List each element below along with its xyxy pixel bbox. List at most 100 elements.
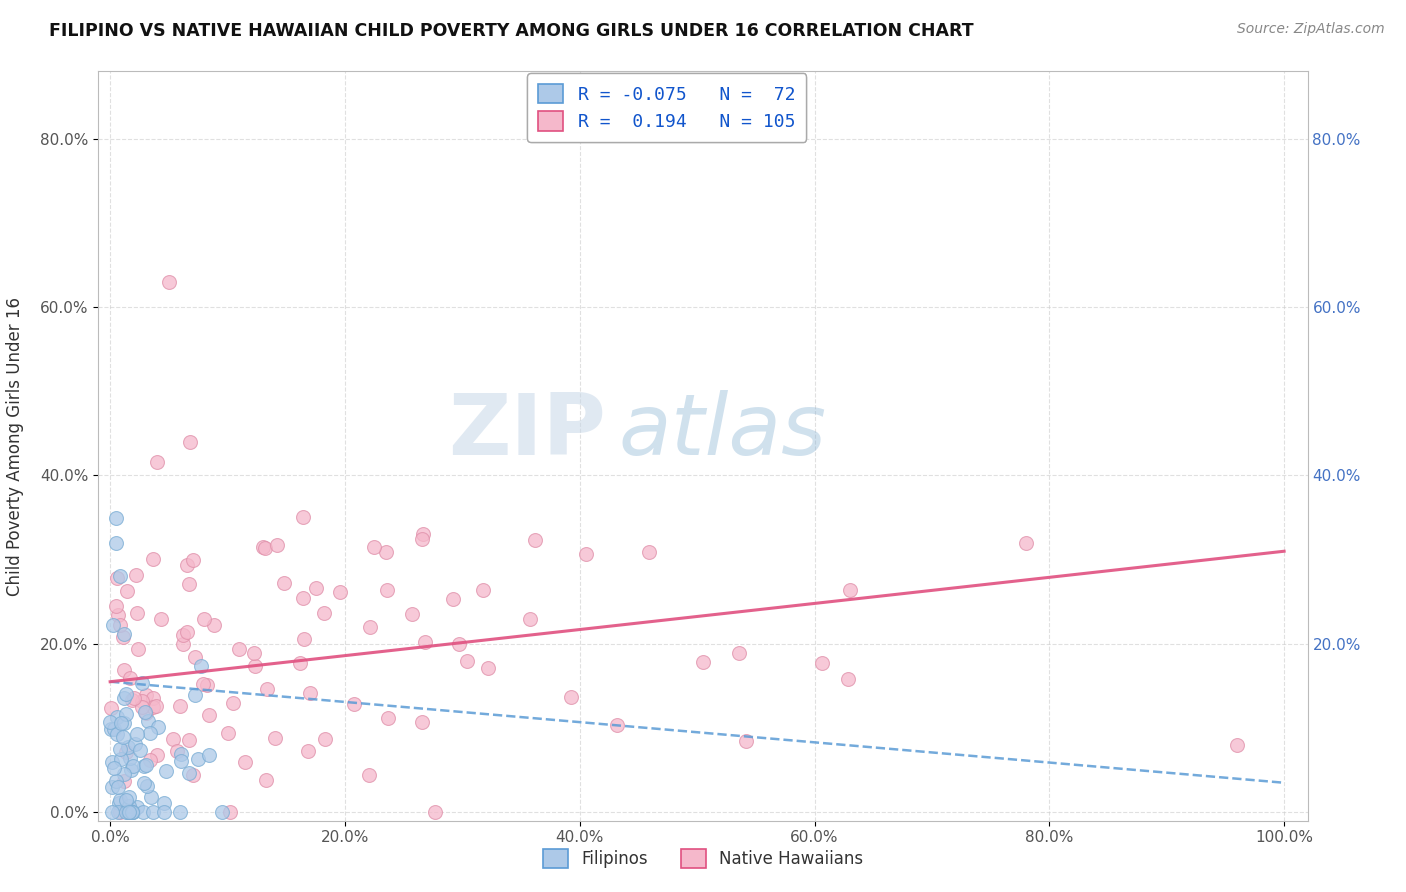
Point xyxy=(117,739,139,754)
Point xyxy=(100,700,122,714)
Point xyxy=(359,768,381,782)
Point xyxy=(187,752,209,766)
Point xyxy=(176,625,198,640)
Point xyxy=(222,697,245,711)
Point xyxy=(108,792,131,806)
Point xyxy=(105,510,128,524)
Point xyxy=(118,804,141,818)
Point xyxy=(162,732,184,747)
Point xyxy=(108,796,131,810)
Point xyxy=(197,748,219,763)
Point xyxy=(256,772,278,787)
Point xyxy=(288,656,311,670)
Point xyxy=(142,551,165,566)
Point xyxy=(169,698,191,713)
Point xyxy=(145,699,167,714)
Point xyxy=(115,707,138,722)
Point xyxy=(139,790,162,805)
Point xyxy=(115,745,138,759)
Text: Source: ZipAtlas.com: Source: ZipAtlas.com xyxy=(1237,22,1385,37)
Point xyxy=(292,591,315,606)
Point xyxy=(139,726,162,740)
Point xyxy=(104,599,127,613)
Point xyxy=(839,583,862,598)
Point xyxy=(101,618,124,632)
Point xyxy=(375,545,398,559)
Point xyxy=(112,715,135,730)
Point xyxy=(105,773,128,788)
Point xyxy=(146,747,169,762)
Point xyxy=(124,737,146,751)
Point xyxy=(198,708,221,723)
Point xyxy=(181,768,204,782)
Point xyxy=(142,805,165,820)
Point xyxy=(132,776,155,790)
Point xyxy=(105,710,128,724)
Point xyxy=(103,722,125,736)
Point xyxy=(125,606,148,620)
Point xyxy=(110,752,132,766)
Point xyxy=(218,805,240,820)
Point xyxy=(107,780,129,795)
Point xyxy=(177,577,200,591)
Point xyxy=(100,722,122,736)
Point xyxy=(560,690,582,704)
Point xyxy=(112,690,135,705)
Point xyxy=(135,706,157,720)
Point xyxy=(233,755,256,769)
Point xyxy=(146,455,169,469)
Point xyxy=(135,757,157,772)
Point xyxy=(176,558,198,573)
Point xyxy=(131,805,153,820)
Point xyxy=(477,661,499,675)
Point xyxy=(111,731,134,745)
Point xyxy=(292,632,315,646)
Point xyxy=(193,612,215,626)
Point xyxy=(108,617,131,632)
Point xyxy=(108,805,131,820)
Point xyxy=(423,805,446,820)
Point xyxy=(108,569,131,583)
Point xyxy=(184,688,207,702)
Point xyxy=(411,532,433,546)
Point xyxy=(149,611,172,625)
Point xyxy=(132,759,155,773)
Point xyxy=(170,747,193,761)
Point xyxy=(103,761,125,775)
Point xyxy=(112,766,135,780)
Point xyxy=(266,538,288,552)
Point xyxy=(401,607,423,621)
Point xyxy=(131,694,153,708)
Point xyxy=(125,568,148,582)
Point xyxy=(115,583,138,598)
Point xyxy=(329,585,352,599)
Point xyxy=(112,626,135,640)
Point xyxy=(692,655,714,669)
Point xyxy=(363,540,385,554)
Point xyxy=(377,711,399,725)
Point xyxy=(193,677,215,691)
Point xyxy=(112,663,135,677)
Point xyxy=(169,754,191,768)
Point xyxy=(606,718,628,732)
Point xyxy=(1226,738,1249,752)
Point xyxy=(177,732,200,747)
Point xyxy=(299,686,322,700)
Point xyxy=(184,650,207,665)
Point xyxy=(375,583,398,598)
Point xyxy=(121,805,143,820)
Point xyxy=(118,805,141,820)
Point xyxy=(128,743,150,757)
Point xyxy=(136,779,159,793)
Point xyxy=(305,581,328,595)
Point xyxy=(153,805,176,820)
Point xyxy=(727,646,749,660)
Point xyxy=(179,435,201,450)
Point xyxy=(110,716,132,731)
Point xyxy=(98,714,121,729)
Point xyxy=(105,571,128,585)
Point xyxy=(115,805,138,820)
Point xyxy=(127,800,149,814)
Point xyxy=(100,805,122,820)
Point xyxy=(114,687,136,701)
